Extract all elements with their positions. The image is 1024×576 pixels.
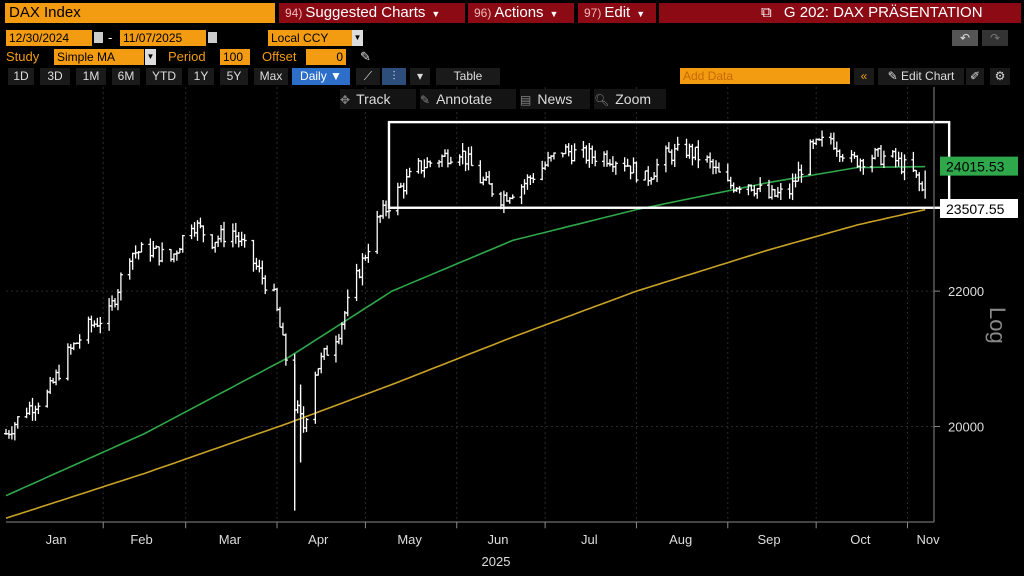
moving-average-layer bbox=[5, 165, 926, 519]
parameters-bar: 12/30/2024 - 11/07/2025 Local CCY ▼ ↶ ↷ bbox=[0, 28, 1024, 48]
offset-label: Offset bbox=[262, 49, 297, 64]
actions-num: 96) bbox=[474, 6, 492, 20]
edit-pencil-icon[interactable]: ✐ bbox=[966, 68, 984, 85]
edit-chart-button[interactable]: ✎ Edit Chart bbox=[878, 68, 964, 85]
range-button-5y[interactable]: 5Y bbox=[220, 68, 248, 85]
frequency-label: Daily bbox=[300, 69, 327, 83]
bar-chart-icon[interactable]: ⫶ bbox=[382, 68, 406, 85]
tool-news[interactable]: ▤ News bbox=[520, 89, 590, 109]
ma-line-ma_green bbox=[5, 165, 926, 497]
y-tick-label: 22000 bbox=[948, 284, 984, 299]
currency-select[interactable]: Local CCY bbox=[268, 30, 352, 46]
axis-layer: Jan Feb Mar Apr May Jun Jul Aug Sep Oct Nov 2025 200… bbox=[6, 87, 1018, 569]
tool-annotate[interactable]: ✎ Annotate bbox=[420, 89, 516, 109]
chart-title: G 202: DAX PRÄSENTATION bbox=[783, 4, 983, 21]
tool-label: Track bbox=[356, 91, 391, 107]
collapse-icon[interactable]: « bbox=[854, 68, 874, 85]
period-input[interactable]: 100 bbox=[220, 49, 250, 65]
chevron-down-icon: ▼ bbox=[549, 9, 559, 19]
annotate-icon: ✎ bbox=[420, 93, 431, 107]
price-bars bbox=[4, 130, 926, 511]
range-button-max[interactable]: Max bbox=[254, 68, 288, 85]
edit-label: Edit bbox=[604, 4, 631, 21]
x-tick-label: Jun bbox=[488, 532, 509, 547]
suggested-charts-label: Suggested Charts bbox=[305, 4, 426, 21]
end-date-field[interactable]: 11/07/2025 bbox=[120, 30, 206, 46]
range-button-3d[interactable]: 3D bbox=[40, 68, 70, 85]
range-bar: 1D 3D 1M 6M YTD 1Y 5Y Max Daily ▼ ⟋ ⫶ ▾ Table A… bbox=[0, 66, 1024, 86]
track-icon: ✥ bbox=[340, 93, 351, 107]
chevron-down-icon[interactable]: ▾ bbox=[410, 68, 430, 85]
gear-icon[interactable]: ⚙ bbox=[990, 68, 1010, 85]
x-tick-label: Jan bbox=[46, 532, 67, 547]
chart-title-bar: ⧉ G 202: DAX PRÄSENTATION bbox=[659, 3, 1021, 23]
calendar-icon[interactable] bbox=[94, 32, 103, 43]
tool-track[interactable]: ✥ Track bbox=[340, 89, 416, 109]
edit-chart-label: Edit Chart bbox=[901, 69, 955, 83]
range-button-1d[interactable]: 1D bbox=[8, 68, 34, 85]
x-tick-label: May bbox=[397, 532, 422, 547]
tool-label: News bbox=[537, 91, 573, 107]
suggested-charts-menu[interactable]: 94) Suggested Charts ▼ bbox=[279, 3, 465, 23]
zoom-icon: 🔍︎ bbox=[594, 93, 610, 107]
offset-input[interactable]: 0 bbox=[306, 49, 346, 65]
date-separator: - bbox=[108, 30, 113, 45]
edit-menu[interactable]: 97) Edit ▼ bbox=[578, 3, 656, 23]
frequency-select[interactable]: Daily ▼ bbox=[292, 68, 350, 85]
period-label: Period bbox=[168, 49, 206, 64]
y-tick-label: 20000 bbox=[948, 420, 984, 435]
study-label: Study bbox=[6, 49, 40, 64]
x-tick-label: Jul bbox=[581, 532, 598, 547]
range-button-ytd[interactable]: YTD bbox=[146, 68, 182, 85]
security-field[interactable]: DAX Index bbox=[5, 3, 275, 23]
ma-line-ma_yellow bbox=[5, 208, 926, 519]
title-bar: DAX Index 94) Suggested Charts ▼ 96) Action… bbox=[0, 0, 1024, 26]
ma-green-value-tag bbox=[940, 156, 1018, 176]
export-icon[interactable]: ⧉ bbox=[761, 4, 772, 21]
chevron-down-icon[interactable]: ▼ bbox=[352, 30, 363, 46]
undo-icon[interactable]: ↶ bbox=[952, 30, 978, 46]
price-value-tag bbox=[940, 198, 1018, 218]
pencil-icon[interactable]: ✎ bbox=[360, 49, 371, 64]
x-tick-label: Nov bbox=[917, 532, 941, 547]
x-tick-label: Oct bbox=[850, 532, 871, 547]
range-button-1m[interactable]: 1M bbox=[76, 68, 106, 85]
x-tick-label: Mar bbox=[219, 532, 242, 547]
price-value: 23507.55 bbox=[946, 201, 1005, 217]
x-tick-label: Aug bbox=[669, 532, 692, 547]
tool-label: Annotate bbox=[436, 91, 493, 107]
news-icon: ▤ bbox=[520, 93, 532, 107]
range-button-1y[interactable]: 1Y bbox=[188, 68, 214, 85]
chevron-down-icon: ▼ bbox=[636, 9, 646, 19]
y-axis-label: Log bbox=[985, 307, 1010, 344]
x-year-label: 2025 bbox=[482, 554, 511, 569]
start-date-field[interactable]: 12/30/2024 bbox=[6, 30, 92, 46]
actions-menu[interactable]: 96) Actions ▼ bbox=[468, 3, 574, 23]
chevron-down-icon: ▼ bbox=[431, 9, 441, 19]
suggested-charts-num: 94) bbox=[285, 6, 303, 20]
redo-icon[interactable]: ↷ bbox=[982, 30, 1008, 46]
edit-num: 97) bbox=[584, 6, 602, 20]
calendar-icon[interactable] bbox=[208, 32, 217, 43]
chart-grid bbox=[6, 87, 934, 532]
chart-tools-bar: ✥ Track ✎ Annotate ▤ News 🔍︎ Zoom bbox=[0, 87, 1024, 109]
x-tick-label: Feb bbox=[130, 532, 152, 547]
ma-green-value: 24015.53 bbox=[946, 159, 1005, 175]
study-select[interactable]: Simple MA bbox=[54, 49, 144, 65]
table-button[interactable]: Table bbox=[436, 68, 500, 85]
add-data-input[interactable]: Add Data bbox=[680, 68, 850, 84]
x-tick-label: Sep bbox=[757, 532, 780, 547]
study-bar: Study Simple MA ▼ Period 100 Offset 0 ✎ bbox=[0, 48, 1024, 66]
price-chart[interactable]: Jan Feb Mar Apr May Jun Jul Aug Sep Oct Nov 2025 200… bbox=[0, 67, 1024, 576]
tool-label: Zoom bbox=[615, 91, 652, 107]
actions-label: Actions bbox=[494, 4, 544, 21]
range-button-6m[interactable]: 6M bbox=[112, 68, 140, 85]
x-tick-label: Apr bbox=[308, 532, 329, 547]
tool-zoom[interactable]: 🔍︎ Zoom bbox=[594, 89, 666, 109]
line-chart-icon[interactable]: ⟋ bbox=[356, 68, 380, 85]
chevron-down-icon[interactable]: ▼ bbox=[145, 49, 156, 65]
